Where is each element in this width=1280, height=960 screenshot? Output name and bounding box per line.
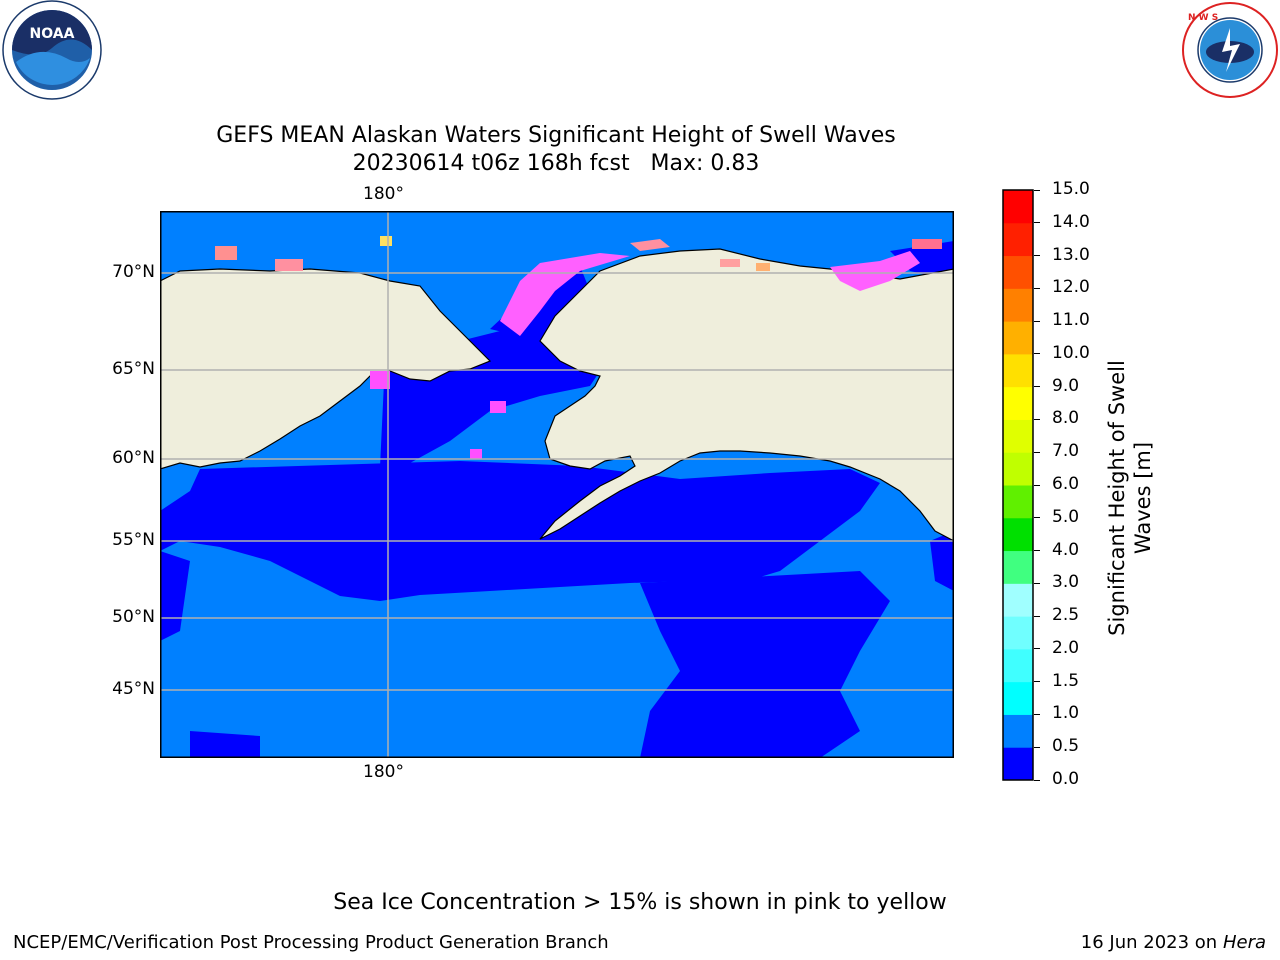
chart-title: GEFS MEAN Alaskan Waters Significant Hei… — [216, 123, 896, 148]
colorbar-tick-mark — [1034, 517, 1040, 519]
colorbar-tick-label: 9.0 — [1052, 375, 1080, 396]
colorbar-tick-mark — [1034, 287, 1040, 289]
colorbar-segment — [1003, 485, 1033, 519]
colorbar — [1002, 189, 1034, 781]
colorbar-tick-label: 2.5 — [1052, 605, 1080, 626]
colorbar-tick-mark — [1034, 484, 1040, 486]
colorbar-segment — [1003, 386, 1033, 420]
colorbar-tick-label: 10.0 — [1052, 342, 1090, 363]
colorbar-tick-mark — [1034, 779, 1040, 781]
colorbar-segment — [1003, 681, 1033, 715]
lon-label-top: 180° — [363, 184, 404, 204]
footer-branch: NCEP/EMC/Verification Post Processing Pr… — [13, 932, 609, 953]
colorbar-tick-label: 13.0 — [1052, 244, 1090, 265]
lat-label-65: 65°N — [112, 359, 155, 379]
colorbar-segment — [1003, 747, 1033, 781]
ocean-deep-sw — [190, 731, 260, 758]
footer-host: Hera — [1222, 932, 1266, 953]
colorbar-tick-mark — [1034, 615, 1040, 617]
colorbar-tick-label: 5.0 — [1052, 506, 1080, 527]
colorbar-segment — [1003, 190, 1033, 224]
graticule — [160, 211, 954, 758]
colorbar-segment — [1003, 452, 1033, 486]
lon-label-bottom: 180° — [363, 762, 404, 782]
lat-label-45: 45°N — [112, 679, 155, 699]
colorbar-tick-mark — [1034, 746, 1040, 748]
colorbar-tick-label: 1.5 — [1052, 670, 1080, 691]
svg-text:N W S: N W S — [1188, 13, 1218, 23]
colorbar-segment — [1003, 583, 1033, 617]
colorbar-segment — [1003, 321, 1033, 355]
colorbar-tick-label: 1.0 — [1052, 703, 1080, 724]
lat-label-70: 70°N — [112, 262, 155, 282]
colorbar-segment — [1003, 288, 1033, 322]
colorbar-tick-mark — [1034, 648, 1040, 650]
colorbar-tick-label: 12.0 — [1052, 277, 1090, 298]
colorbar-tick-mark — [1034, 353, 1040, 355]
noaa-logo-text: NOAA — [30, 26, 75, 42]
footer-date: 16 Jun 2023 on Hera — [1081, 932, 1266, 953]
map-panel — [160, 211, 954, 758]
ocean-deep-bering — [160, 461, 880, 601]
colorbar-segment — [1003, 714, 1033, 748]
colorbar-segment — [1003, 616, 1033, 650]
colorbar-tick-label: 7.0 — [1052, 441, 1080, 462]
colorbar-tick-mark — [1034, 713, 1040, 715]
noaa-logo: NOAA — [2, 0, 102, 100]
colorbar-segment — [1003, 255, 1033, 289]
colorbar-tick-mark — [1034, 451, 1040, 453]
colorbar-title: Significant Height of Swell Waves [m] — [1105, 360, 1155, 636]
colorbar-tick-label: 4.0 — [1052, 539, 1080, 560]
colorbar-tick-label: 14.0 — [1052, 211, 1090, 232]
colorbar-tick-mark — [1034, 550, 1040, 552]
colorbar-tick-label: 0.0 — [1052, 769, 1080, 789]
land-alaska — [539, 248, 954, 542]
colorbar-tick-mark — [1034, 681, 1040, 683]
ocean-deep-gulf — [640, 571, 890, 758]
colorbar-tick-label: 6.0 — [1052, 474, 1080, 494]
sea-ice-note: Sea Ice Concentration > 15% is shown in … — [333, 890, 947, 915]
colorbar-tick-mark — [1034, 418, 1040, 420]
colorbar-tick-label: 3.0 — [1052, 572, 1080, 593]
chart-subtitle: 20230614 t06z 168h fcst Max: 0.83 — [352, 151, 760, 176]
colorbar-segment — [1003, 550, 1033, 584]
lat-label-60: 60°N — [112, 448, 155, 468]
colorbar-tick-mark — [1034, 386, 1040, 388]
colorbar-tick-label: 11.0 — [1052, 310, 1090, 331]
colorbar-tick-mark — [1034, 189, 1040, 191]
colorbar-tick-label: 8.0 — [1052, 408, 1080, 429]
colorbar-tick-mark — [1034, 255, 1040, 257]
colorbar-tick-label: 2.0 — [1052, 637, 1080, 658]
colorbar-tick-label: 15.0 — [1052, 179, 1090, 199]
nws-logo: N W S — [1182, 2, 1278, 98]
colorbar-segment — [1003, 353, 1033, 388]
lat-label-55: 55°N — [112, 530, 155, 550]
colorbar-tick-mark — [1034, 582, 1040, 584]
ocean-deep-ne — [890, 241, 954, 281]
ocean-deep-se — [930, 531, 954, 591]
footer-date-text: 16 Jun 2023 on — [1080, 932, 1218, 953]
colorbar-segment — [1003, 517, 1033, 552]
colorbar-tick-label: 0.5 — [1052, 736, 1080, 757]
colorbar-segment — [1003, 419, 1033, 453]
colorbar-tick-mark — [1034, 222, 1040, 224]
colorbar-segment — [1003, 222, 1033, 257]
colorbar-tick-mark — [1034, 320, 1040, 322]
colorbar-segment — [1003, 648, 1033, 683]
lat-label-50: 50°N — [112, 607, 155, 627]
